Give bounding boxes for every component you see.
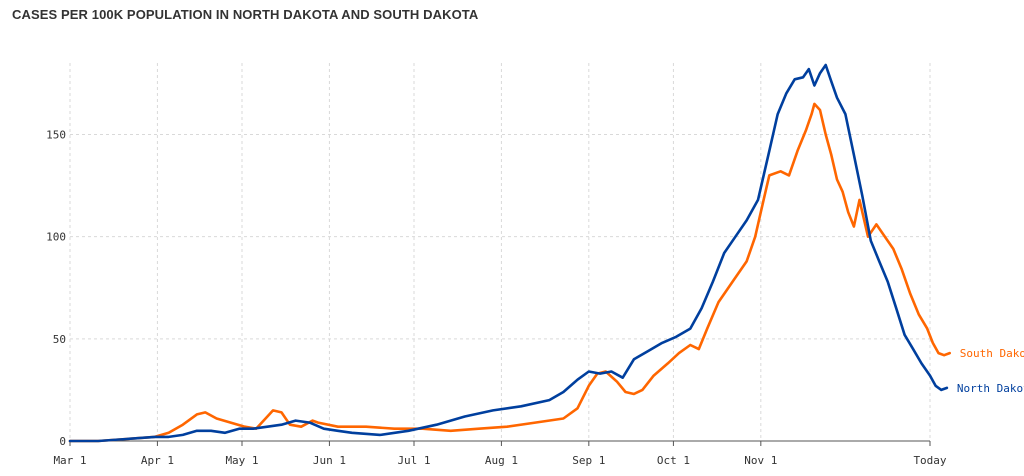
grid [69, 63, 931, 441]
x-tick-label: Nov 1 [744, 454, 777, 467]
y-tick-label: 150 [46, 129, 66, 142]
x-tick-label: Sep 1 [572, 454, 605, 467]
series-line-south-dakota [68, 102, 951, 443]
x-tick-label: Oct 1 [657, 454, 690, 467]
series-label: South Dakota [960, 347, 1024, 360]
y-tick-label: 50 [53, 333, 66, 346]
x-tick-label: Jul 1 [397, 454, 430, 467]
series-line-north-dakota [68, 63, 949, 443]
y-tick-label: 0 [59, 435, 66, 448]
axes: Mar 1 Apr 1 May 1 Jun 1 Jul 1 Aug 1 Sep 1 Oct 1… [46, 129, 947, 467]
x-tick-label: Apr 1 [141, 454, 174, 467]
y-tick-label: 100 [46, 231, 66, 244]
x-tick-label: Jun 1 [313, 454, 346, 467]
x-tick-label: Aug 1 [485, 454, 518, 467]
x-tick-label: Mar 1 [53, 454, 86, 467]
series-labels: South Dakota North Dakota [957, 347, 1024, 395]
chart-title: CASES PER 100K POPULATION IN NORTH DAKOT… [12, 7, 479, 22]
x-tick-label: Today [913, 454, 946, 467]
x-tick-label: May 1 [225, 454, 258, 467]
series-lines [68, 63, 951, 443]
series-label: North Dakota [957, 382, 1024, 395]
